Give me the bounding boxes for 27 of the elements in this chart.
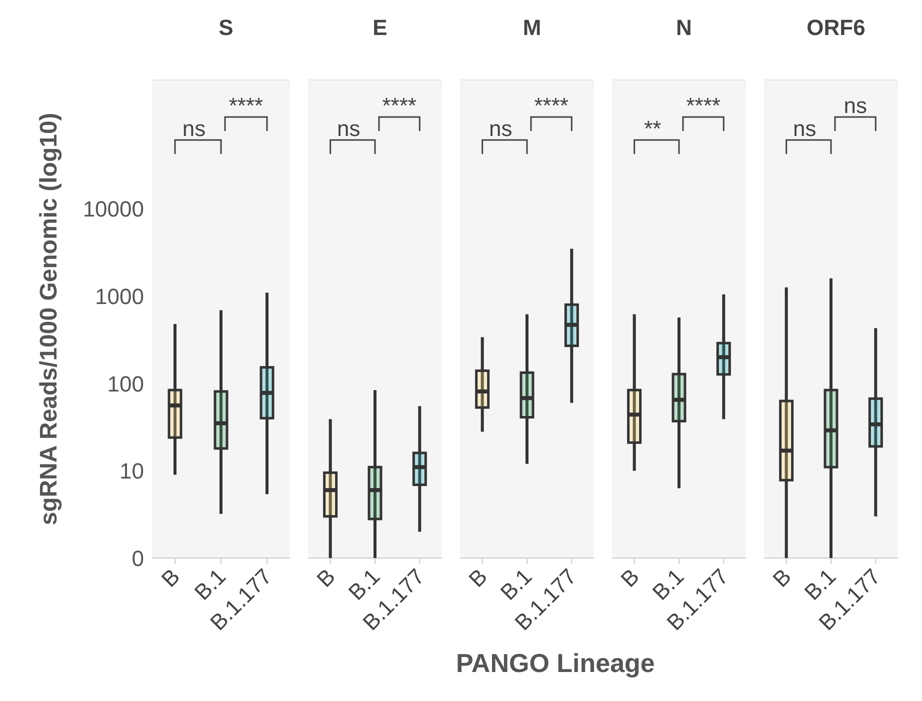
x-tick-label: B xyxy=(616,564,644,592)
chart-title: S xyxy=(218,14,234,42)
annotation: ** xyxy=(644,116,662,141)
annotation: **** xyxy=(382,93,417,118)
annotation: ns xyxy=(182,116,206,141)
annotation: **** xyxy=(534,93,569,118)
x-axis-title: PANGO Lineage xyxy=(456,648,655,680)
x-tick-label: B xyxy=(464,564,492,592)
x-tick-label: B xyxy=(156,564,185,592)
y-tick-label: 0 xyxy=(132,546,144,571)
annotation: **** xyxy=(228,93,264,118)
annotation: ns xyxy=(844,93,867,118)
y-tick-label: 10 xyxy=(120,458,144,484)
chart-title: N xyxy=(675,14,693,42)
x-tick-label: B xyxy=(312,564,340,592)
y-tick-label: 1000 xyxy=(95,284,144,309)
chart-title: ORF6 xyxy=(806,14,866,42)
y-tick-label: 10000 xyxy=(82,196,144,222)
x-tick-label: B xyxy=(768,564,796,592)
y-axis-title: sgRNA Reads/1000 Genomic (log10) xyxy=(36,112,63,526)
annotation: ns xyxy=(793,116,816,141)
chart-title: M xyxy=(522,14,542,42)
annotation: ns xyxy=(489,116,512,141)
chart-title: E xyxy=(372,14,388,42)
annotation: ns xyxy=(337,116,360,141)
annotation: **** xyxy=(686,93,721,118)
y-tick-label: 100 xyxy=(107,371,144,396)
